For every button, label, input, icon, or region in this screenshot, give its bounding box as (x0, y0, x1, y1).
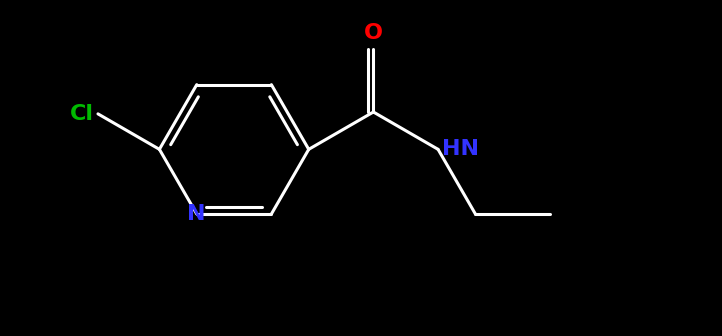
Text: N: N (188, 204, 206, 224)
Text: O: O (364, 23, 383, 43)
Text: HN: HN (442, 139, 479, 159)
Text: Cl: Cl (70, 104, 95, 124)
